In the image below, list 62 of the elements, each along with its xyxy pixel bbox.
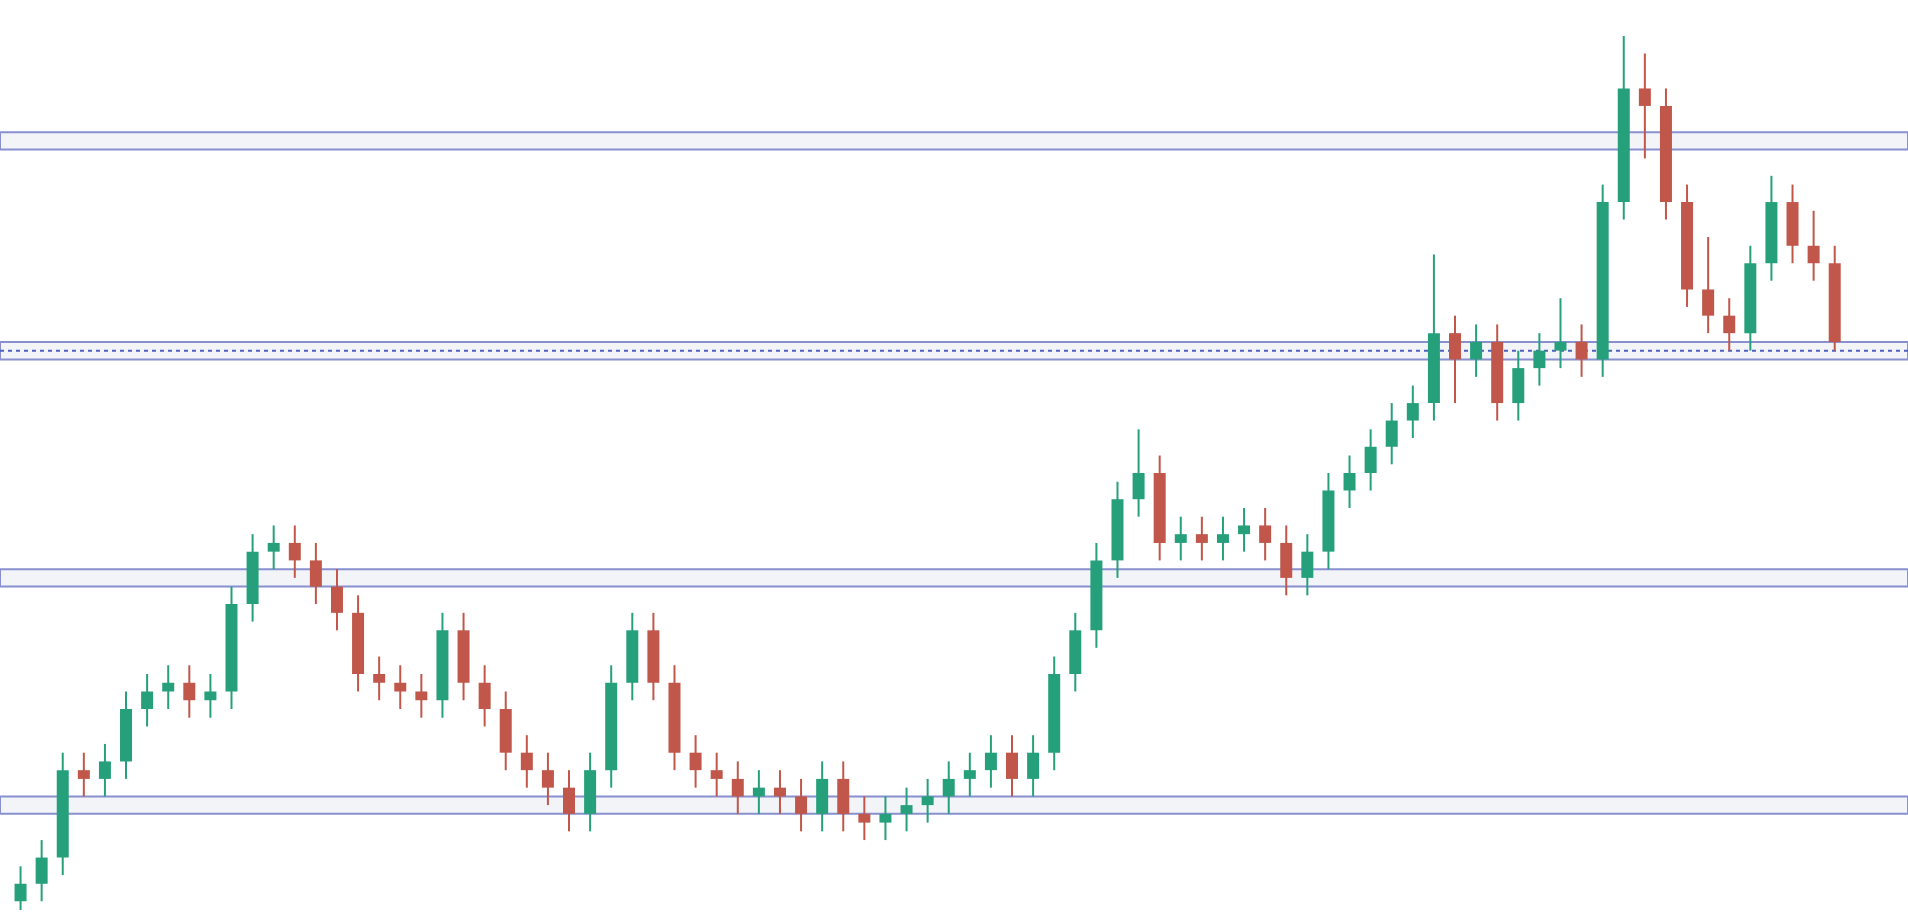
candlestick	[98, 742, 111, 798]
candlestick	[1132, 428, 1145, 518]
candlestick	[752, 769, 765, 815]
candlestick	[1069, 611, 1082, 693]
candlestick	[1638, 52, 1651, 160]
candlestick	[1702, 236, 1715, 335]
candlestick	[14, 865, 27, 911]
candlestick	[1575, 323, 1588, 378]
candlestick	[478, 664, 491, 728]
candlestick	[1364, 428, 1377, 492]
candlestick	[1554, 297, 1567, 370]
candlestick	[520, 734, 533, 789]
candlestick	[77, 751, 90, 798]
candlestick	[1533, 332, 1546, 387]
candlestick	[879, 795, 892, 842]
candlestick	[162, 664, 175, 710]
candlestick	[1723, 297, 1736, 352]
candlestick	[1512, 349, 1525, 422]
candlestick	[689, 734, 702, 789]
candlestick	[773, 769, 786, 815]
candlestick	[1174, 515, 1187, 562]
candlestick	[942, 760, 955, 815]
candlestick	[288, 524, 301, 579]
candlestick	[415, 673, 428, 719]
candlestick	[795, 777, 808, 833]
candlestick	[204, 673, 217, 719]
candlestick	[394, 664, 407, 710]
candlestick	[984, 734, 997, 789]
candlestick	[584, 751, 597, 833]
candlestick	[858, 795, 871, 842]
candlestick	[837, 760, 850, 833]
candlestick	[731, 760, 744, 815]
candlestick	[921, 777, 934, 824]
candlestick	[1406, 384, 1419, 440]
candlestick	[141, 673, 154, 728]
candlestick	[1238, 506, 1251, 553]
candlestick	[183, 664, 196, 719]
candlestick	[1807, 209, 1820, 282]
candlestick	[1259, 506, 1272, 562]
candlestick	[1280, 524, 1293, 597]
candlestick	[1027, 734, 1040, 798]
candlestick	[963, 751, 976, 798]
candlestick	[309, 541, 322, 606]
candlestick	[1216, 515, 1229, 562]
candlestick	[1470, 323, 1483, 378]
candlestick	[35, 839, 48, 903]
candlestick	[1006, 734, 1019, 798]
candlestick	[541, 751, 554, 807]
candlestick	[267, 524, 280, 571]
candlestick	[373, 655, 386, 702]
candlestick	[1301, 533, 1314, 597]
candlestick	[816, 760, 829, 833]
candlestick	[330, 568, 343, 632]
candlestick	[710, 751, 723, 798]
candlestick	[1449, 314, 1462, 405]
candlestick	[1385, 402, 1398, 466]
candlestick	[1786, 183, 1799, 265]
candlestick	[563, 769, 576, 833]
candlestick	[499, 690, 512, 772]
candlestick	[1195, 515, 1208, 562]
candlestick	[1343, 454, 1356, 509]
candlestick	[900, 786, 913, 833]
